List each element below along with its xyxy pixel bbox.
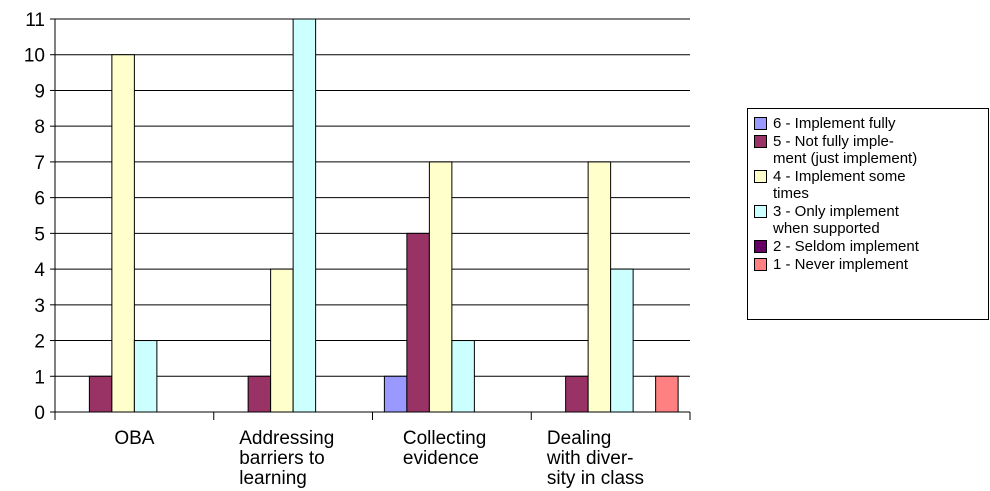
bar-2-cat-2 bbox=[247, 375, 272, 413]
legend-item: 5 - Not fully imple- ment (just implemen… bbox=[754, 133, 988, 167]
y-tick-label: 8 bbox=[34, 117, 45, 138]
legend-item: 1 - Never implement bbox=[754, 256, 988, 273]
bar-6-cat-4 bbox=[655, 375, 679, 413]
bar-3-cat-1 bbox=[111, 54, 135, 413]
legend-label: 5 - Not fully imple- ment (just implemen… bbox=[773, 133, 918, 167]
y-tick-label: 10 bbox=[24, 46, 45, 67]
bar-4-cat-2 bbox=[292, 18, 317, 413]
bar-2-cat-4 bbox=[565, 375, 589, 413]
legend-swatch bbox=[754, 205, 767, 218]
y-tick-label: 1 bbox=[34, 367, 45, 388]
legend-swatch bbox=[754, 240, 767, 253]
y-tick-label: 11 bbox=[25, 10, 45, 31]
legend-label: 1 - Never implement bbox=[773, 256, 909, 273]
legend-label: 3 - Only implement when supported bbox=[773, 203, 899, 237]
legend-swatch bbox=[754, 135, 767, 148]
legend-swatch bbox=[754, 258, 767, 271]
x-category-label: Dealing with diver-sity in class bbox=[546, 428, 644, 489]
x-category-label: OBA bbox=[114, 428, 154, 449]
bar-chart: 0 1 2 3 4 5 6 7 8 9 10 11 OBA Addressing barriers to le… bbox=[24, 10, 691, 489]
y-tick-label: 4 bbox=[34, 260, 45, 281]
bar-3-cat-4 bbox=[587, 161, 612, 413]
x-category-label: Collecting evidence bbox=[403, 428, 486, 469]
bar-2-cat-1 bbox=[88, 375, 113, 413]
y-tick-label: 9 bbox=[34, 81, 45, 102]
y-tick-label: 2 bbox=[34, 332, 45, 353]
y-tick-label: 3 bbox=[34, 296, 45, 317]
x-category-label: Addressing barriers to learning bbox=[239, 428, 334, 489]
legend-swatch bbox=[754, 170, 767, 183]
chart-legend: 6 - Implement fully 5 - Not fully imple- … bbox=[747, 108, 989, 320]
bar-4-cat-3 bbox=[451, 340, 475, 413]
bar-4-cat-1 bbox=[133, 340, 158, 413]
y-tick-label: 6 bbox=[34, 189, 45, 210]
y-tick-label: 0 bbox=[34, 403, 45, 424]
legend-item: 3 - Only implement when supported bbox=[754, 203, 988, 237]
bar-3-cat-2 bbox=[270, 268, 294, 413]
legend-label: 2 - Seldom implement bbox=[773, 238, 919, 255]
bar-3-cat-3 bbox=[428, 161, 453, 413]
y-tick-label: 5 bbox=[34, 224, 45, 245]
bar-1-cat-3 bbox=[383, 375, 408, 413]
legend-label: 4 - Implement some times bbox=[773, 168, 906, 202]
legend-swatch bbox=[754, 117, 767, 130]
y-tick-label: 7 bbox=[34, 153, 45, 174]
legend-item: 2 - Seldom implement bbox=[754, 238, 988, 255]
bar-4-cat-4 bbox=[610, 268, 634, 413]
legend-label: 6 - Implement fully bbox=[773, 115, 896, 132]
legend-item: 4 - Implement some times bbox=[754, 168, 988, 202]
legend-item: 6 - Implement fully bbox=[754, 115, 988, 132]
bar-2-cat-3 bbox=[406, 232, 430, 413]
